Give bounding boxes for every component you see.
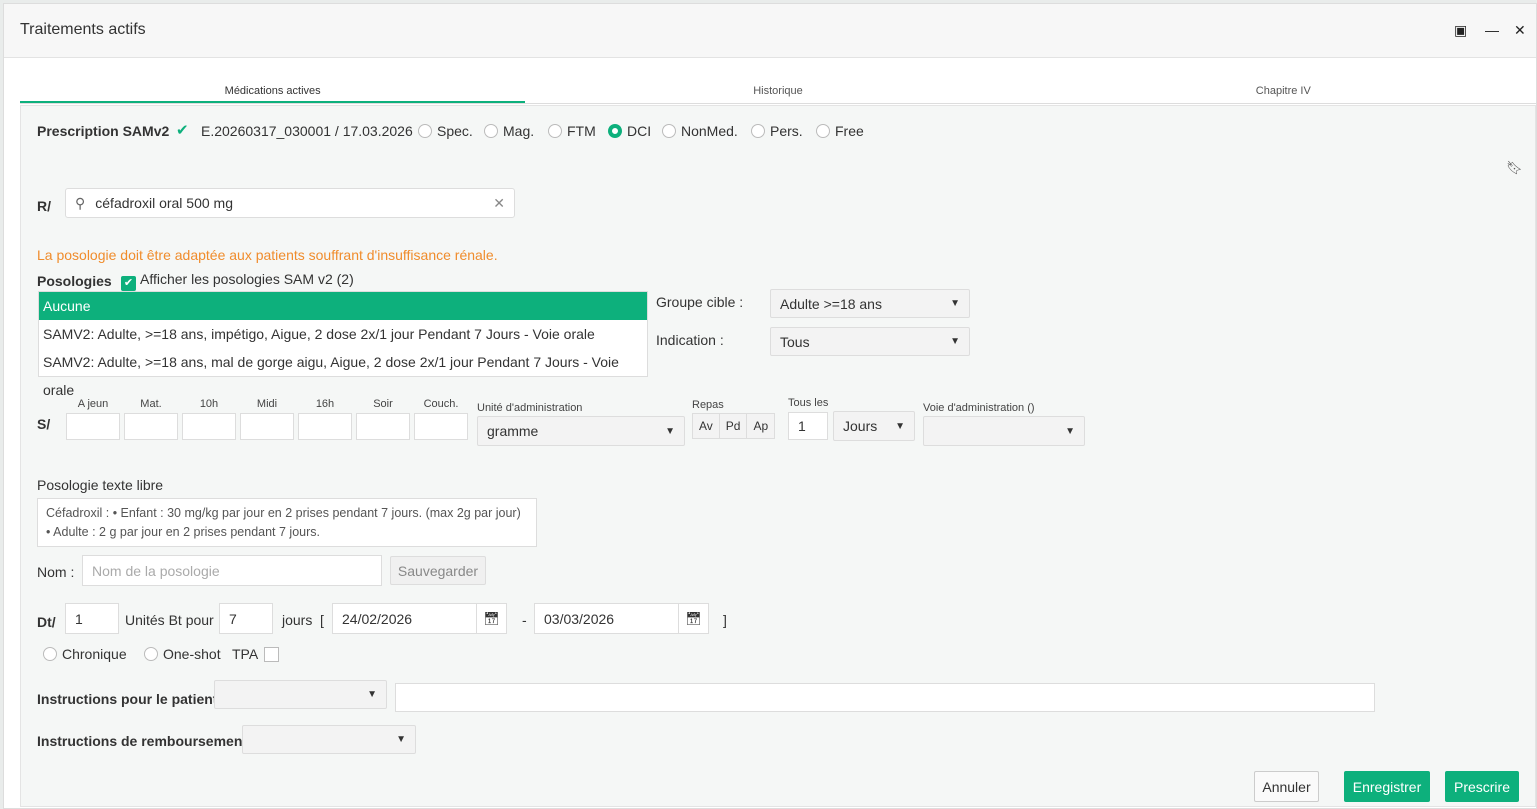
drug-search-input[interactable]: ⚲ céfadroxil oral 500 mg ✕ xyxy=(65,188,515,218)
calendar-icon[interactable]: 📅︎ xyxy=(678,604,708,633)
days-input[interactable]: 7 xyxy=(219,603,273,634)
indication-label: Indication : xyxy=(656,332,724,348)
tab-chapitre-iv[interactable]: Chapitre IV xyxy=(1255,85,1311,97)
radio-one-shot[interactable]: One-shot xyxy=(144,646,221,662)
slot-dose-input[interactable] xyxy=(182,413,236,440)
repas-pd-button[interactable]: Pd xyxy=(720,414,748,438)
radio-mag[interactable]: Mag. xyxy=(484,123,534,139)
posology-list: Aucune SAMV2: Adulte, >=18 ans, impétigo… xyxy=(38,291,648,398)
posology-item[interactable]: Aucune xyxy=(39,292,647,320)
groupe-label: Groupe cible : xyxy=(656,294,744,310)
radio-ftm[interactable]: FTM xyxy=(548,123,596,139)
show-sam-posologies-checkbox[interactable]: ✔ Afficher les posologies SAM v2 (2) xyxy=(121,271,354,291)
s-label: S/ xyxy=(37,416,51,432)
tab-bar: Médications actives Historique Chapitre … xyxy=(20,76,1536,104)
slot-label: A jeun xyxy=(77,398,109,410)
posologies-label: Posologies xyxy=(37,273,112,289)
r-label: R/ xyxy=(37,198,51,214)
check-circle-icon: ✔ xyxy=(176,122,189,139)
days-label: jours xyxy=(282,612,313,628)
tpa-checkbox[interactable]: TPA xyxy=(232,646,280,662)
period-select[interactable]: Jours ▼ xyxy=(833,411,915,441)
slot-label: 10h xyxy=(199,398,219,410)
slot-dose-input[interactable] xyxy=(240,413,294,440)
units-input[interactable]: 1 xyxy=(65,603,119,634)
prescribe-button[interactable]: Prescrire xyxy=(1445,771,1519,802)
unit-label: Unité d'administration xyxy=(477,402,583,414)
search-icon: ⚲ xyxy=(75,194,86,211)
radio-pers[interactable]: Pers. xyxy=(751,123,803,139)
slot-label: Couch. xyxy=(423,398,459,410)
radio-dci[interactable]: DCI xyxy=(608,123,651,139)
radio-chronique[interactable]: Chronique xyxy=(43,646,127,662)
slot-dose-input[interactable] xyxy=(124,413,178,440)
patient-instructions-select[interactable]: ▼ xyxy=(214,680,387,709)
cancel-button[interactable]: Annuler xyxy=(1254,771,1319,802)
tab-historique[interactable]: Historique xyxy=(753,85,803,97)
tous-les-label: Tous les xyxy=(788,397,829,409)
prescription-label: Prescription SAMv2 xyxy=(37,123,170,139)
dialog: Traitements actifs ▣ — ✕ Médications act… xyxy=(3,3,1537,809)
nom-label: Nom : xyxy=(37,564,75,580)
posology-item[interactable]: SAMV2: Adulte, >=18 ans, impétigo, Aigue… xyxy=(43,326,595,342)
tous-les-input[interactable]: 1 xyxy=(788,412,828,440)
patient-instructions-label: Instructions pour le patient xyxy=(37,691,218,707)
slot-label: Midi xyxy=(256,398,278,410)
posology-name-input[interactable]: Nom de la posologie xyxy=(82,555,382,586)
slot-dose-input[interactable] xyxy=(66,413,120,440)
reimbursement-instructions-select[interactable]: ▼ xyxy=(242,725,416,754)
bracket-close: ] xyxy=(723,612,727,628)
free-text-area[interactable]: Céfadroxil : • Enfant : 30 mg/kg par jou… xyxy=(37,498,537,547)
slot-dose-input[interactable] xyxy=(298,413,352,440)
units-label: Unités Bt pour xyxy=(125,612,214,628)
slot-label: 16h xyxy=(315,398,335,410)
clear-icon[interactable]: ✕ xyxy=(493,194,505,211)
radio-spec[interactable]: Spec. xyxy=(418,123,473,139)
radio-free[interactable]: Free xyxy=(816,123,864,139)
minimize-icon[interactable]: — xyxy=(1485,22,1499,38)
posology-item[interactable]: SAMV2: Adulte, >=18 ans, mal de gorge ai… xyxy=(43,354,619,398)
dialog-title: Traitements actifs xyxy=(20,21,146,38)
bookmark-icon[interactable]: 🔖︎ xyxy=(1506,160,1523,175)
renal-warning: La posologie doit être adaptée aux patie… xyxy=(37,247,498,263)
calendar-icon[interactable]: 📅︎ xyxy=(476,604,506,633)
form: Prescription SAMv2 ✔ E.20260317_030001 /… xyxy=(20,105,1536,807)
maximize-icon[interactable]: ▣ xyxy=(1454,22,1468,38)
save-posology-button[interactable]: Sauvegarder xyxy=(390,556,486,585)
slot-label: Soir xyxy=(373,398,393,410)
repas-ap-button[interactable]: Ap xyxy=(753,419,769,433)
save-button[interactable]: Enregistrer xyxy=(1344,771,1430,802)
reimbursement-instructions-label: Instructions de remboursement xyxy=(37,733,248,749)
date-dash: - xyxy=(522,612,527,628)
dt-label: Dt/ xyxy=(37,614,56,630)
voie-select[interactable]: ▼ xyxy=(923,416,1085,446)
tab-medications-actives[interactable]: Médications actives xyxy=(20,76,526,103)
repas-label: Repas xyxy=(692,399,724,411)
groupe-select[interactable]: Adulte >=18 ans ▼ xyxy=(770,289,970,318)
voie-label: Voie d'administration () xyxy=(923,402,1035,414)
unit-select[interactable]: gramme ▼ xyxy=(477,416,685,446)
prescription-id: E.20260317_030001 / 17.03.2026 xyxy=(201,123,413,139)
close-icon[interactable]: ✕ xyxy=(1514,22,1526,38)
slot-dose-input[interactable] xyxy=(414,413,468,440)
slot-label: Mat. xyxy=(140,398,162,410)
start-date-input[interactable]: 24/02/2026 📅︎ xyxy=(332,603,507,634)
slot-dose-input[interactable] xyxy=(356,413,410,440)
repas-av-button[interactable]: Av xyxy=(693,414,720,438)
end-date-input[interactable]: 03/03/2026 📅︎ xyxy=(534,603,709,634)
bracket-open: [ xyxy=(320,612,324,628)
title-bar: Traitements actifs ▣ — ✕ xyxy=(4,4,1536,58)
indication-select[interactable]: Tous ▼ xyxy=(770,327,970,356)
patient-instructions-input[interactable] xyxy=(395,683,1375,712)
radio-nonmed[interactable]: NonMed. xyxy=(662,123,738,139)
free-text-label: Posologie texte libre xyxy=(37,477,164,493)
